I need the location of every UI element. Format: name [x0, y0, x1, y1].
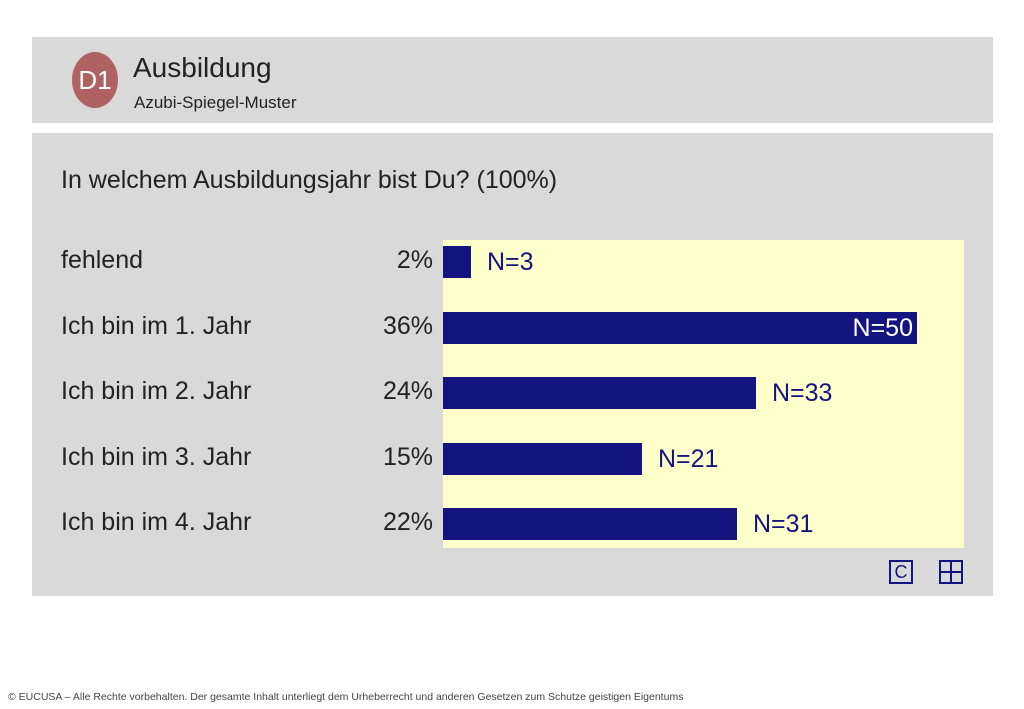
category-label: Ich bin im 1. Jahr [61, 311, 252, 340]
percent-label: 15% [382, 442, 433, 471]
bar-n-label: N=3 [487, 248, 534, 276]
bar [443, 377, 756, 409]
section-badge: D1 [72, 52, 118, 108]
chart-title: In welchem Ausbildungsjahr bist Du? (100… [61, 166, 558, 194]
chart-panel: In welchem Ausbildungsjahr bist Du? (100… [32, 133, 993, 596]
category-label: Ich bin im 4. Jahr [61, 508, 252, 536]
header-panel: D1 Ausbildung Azubi-Spiegel-Muster [32, 37, 993, 123]
bar-n-label: N=21 [658, 444, 719, 473]
bar-n-label: N=33 [772, 379, 833, 407]
page-title: Ausbildung [133, 52, 272, 83]
bar [443, 311, 917, 344]
category-label: fehlend [61, 246, 144, 274]
category-label: Ich bin im 2. Jahr [61, 377, 252, 405]
bar-n-label: N=31 [753, 510, 814, 538]
copyright-footer: © EUCUSA – Alle Rechte vorbehalten. Der … [8, 691, 684, 703]
percent-label: 24% [382, 377, 433, 405]
bar [443, 442, 642, 475]
grid-icon[interactable] [939, 560, 963, 584]
percent-label: 36% [382, 311, 433, 340]
percent-label: 22% [382, 508, 433, 536]
bar [443, 508, 737, 540]
copy-icon[interactable]: C [889, 560, 913, 584]
page-subtitle: Azubi-Spiegel-Muster [134, 93, 297, 112]
percent-label: 2% [396, 246, 433, 274]
bar [443, 246, 471, 278]
category-label: Ich bin im 3. Jahr [61, 442, 252, 471]
plot-area: N=3 N=50 N=33 N=21 N=31 [443, 240, 964, 548]
bar-n-label: N=50 [852, 313, 913, 342]
